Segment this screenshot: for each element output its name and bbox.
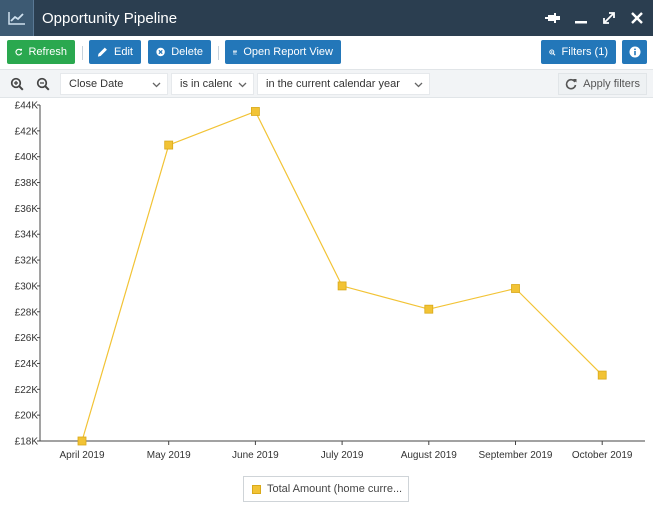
y-tick-label: £32K — [15, 256, 39, 267]
chevron-down-icon — [238, 82, 247, 88]
data-point — [424, 304, 434, 314]
minimize-icon[interactable] — [573, 10, 589, 26]
delete-button[interactable]: Delete — [148, 40, 211, 64]
title-bar: Opportunity Pipeline — [0, 0, 653, 36]
y-tick-label: £34K — [15, 230, 39, 241]
y-tick-label: £30K — [15, 281, 39, 292]
x-tick-label: July 2019 — [321, 450, 364, 461]
chevron-down-icon — [414, 82, 423, 88]
delete-label: Delete — [171, 46, 203, 58]
toolbar: Refresh Edit Delete Open Report View — [0, 36, 653, 69]
pencil-icon — [97, 47, 107, 57]
toolbar-divider — [82, 46, 83, 60]
apply-filters-button[interactable]: Apply filters — [558, 73, 647, 95]
expand-icon[interactable] — [601, 10, 617, 26]
table-icon — [233, 50, 238, 54]
x-tick-label: August 2019 — [401, 450, 458, 461]
toolbar-divider — [218, 46, 219, 60]
filter-value-value: in the current calendar year — [266, 78, 400, 90]
legend-swatch — [252, 484, 261, 494]
legend-label: Total Amount (home curre... — [267, 483, 403, 495]
series-line — [81, 110, 603, 442]
window-title: Opportunity Pipeline — [42, 9, 178, 27]
y-tick-label: £42K — [15, 126, 39, 137]
close-icon[interactable] — [629, 10, 645, 26]
refresh-icon — [565, 78, 577, 90]
data-point — [597, 370, 607, 380]
zoom-search-icon — [549, 49, 556, 56]
filter-bar: Close Date is in calendar in the current… — [0, 69, 653, 98]
data-point — [511, 284, 520, 293]
delete-circle-icon — [156, 47, 165, 57]
x-tick-label: June 2019 — [232, 450, 279, 461]
y-tick-label: £24K — [15, 359, 39, 370]
chevron-down-icon — [152, 82, 161, 88]
y-tick-label: £28K — [15, 307, 39, 318]
info-button[interactable] — [622, 40, 647, 64]
x-tick-label: October 2019 — [572, 450, 633, 461]
filter-value-select[interactable]: in the current calendar year — [257, 73, 430, 95]
zoom-out-icon[interactable] — [34, 75, 52, 93]
data-point — [337, 281, 347, 291]
chart-legend[interactable]: Total Amount (home curre... — [243, 476, 409, 502]
filter-field-value: Close Date — [69, 78, 124, 90]
open-report-view-button[interactable]: Open Report View — [225, 40, 341, 64]
apply-filters-label: Apply filters — [583, 78, 640, 90]
filters-button[interactable]: Filters (1) — [541, 40, 616, 64]
y-tick-label: £44K — [15, 101, 39, 112]
edit-button[interactable]: Edit — [89, 40, 141, 64]
y-tick-label: £38K — [15, 178, 39, 189]
refresh-button[interactable]: Refresh — [7, 40, 75, 64]
y-tick-label: £36K — [15, 204, 39, 215]
info-icon — [629, 46, 640, 58]
line-chart-icon — [0, 0, 34, 36]
refresh-icon — [15, 48, 23, 56]
y-tick-label: £22K — [15, 385, 39, 396]
data-point — [164, 140, 174, 150]
y-tick-label: £40K — [15, 152, 39, 163]
filter-field-select[interactable]: Close Date — [60, 73, 168, 95]
y-tick-label: £20K — [15, 411, 39, 422]
line-chart: £18K £20K £22K £24K £26K £28K £30K £32K £34K £36K… — [15, 101, 645, 461]
edit-label: Edit — [114, 46, 133, 58]
pin-icon[interactable] — [545, 10, 561, 26]
y-tick-label: £18K — [15, 437, 39, 448]
data-point — [250, 107, 260, 116]
refresh-label: Refresh — [28, 46, 67, 58]
filter-operator-select[interactable]: is in calendar — [171, 73, 254, 95]
filter-operator-value: is in calendar — [180, 78, 232, 90]
open-report-view-label: Open Report View — [243, 46, 333, 58]
y-tick-label: £26K — [15, 333, 39, 344]
x-tick-label: May 2019 — [147, 450, 191, 461]
x-tick-label: September 2019 — [479, 450, 553, 461]
x-tick-label: April 2019 — [59, 450, 104, 461]
data-point — [77, 436, 87, 446]
filters-label: Filters (1) — [561, 46, 608, 58]
zoom-in-icon[interactable] — [8, 75, 26, 93]
